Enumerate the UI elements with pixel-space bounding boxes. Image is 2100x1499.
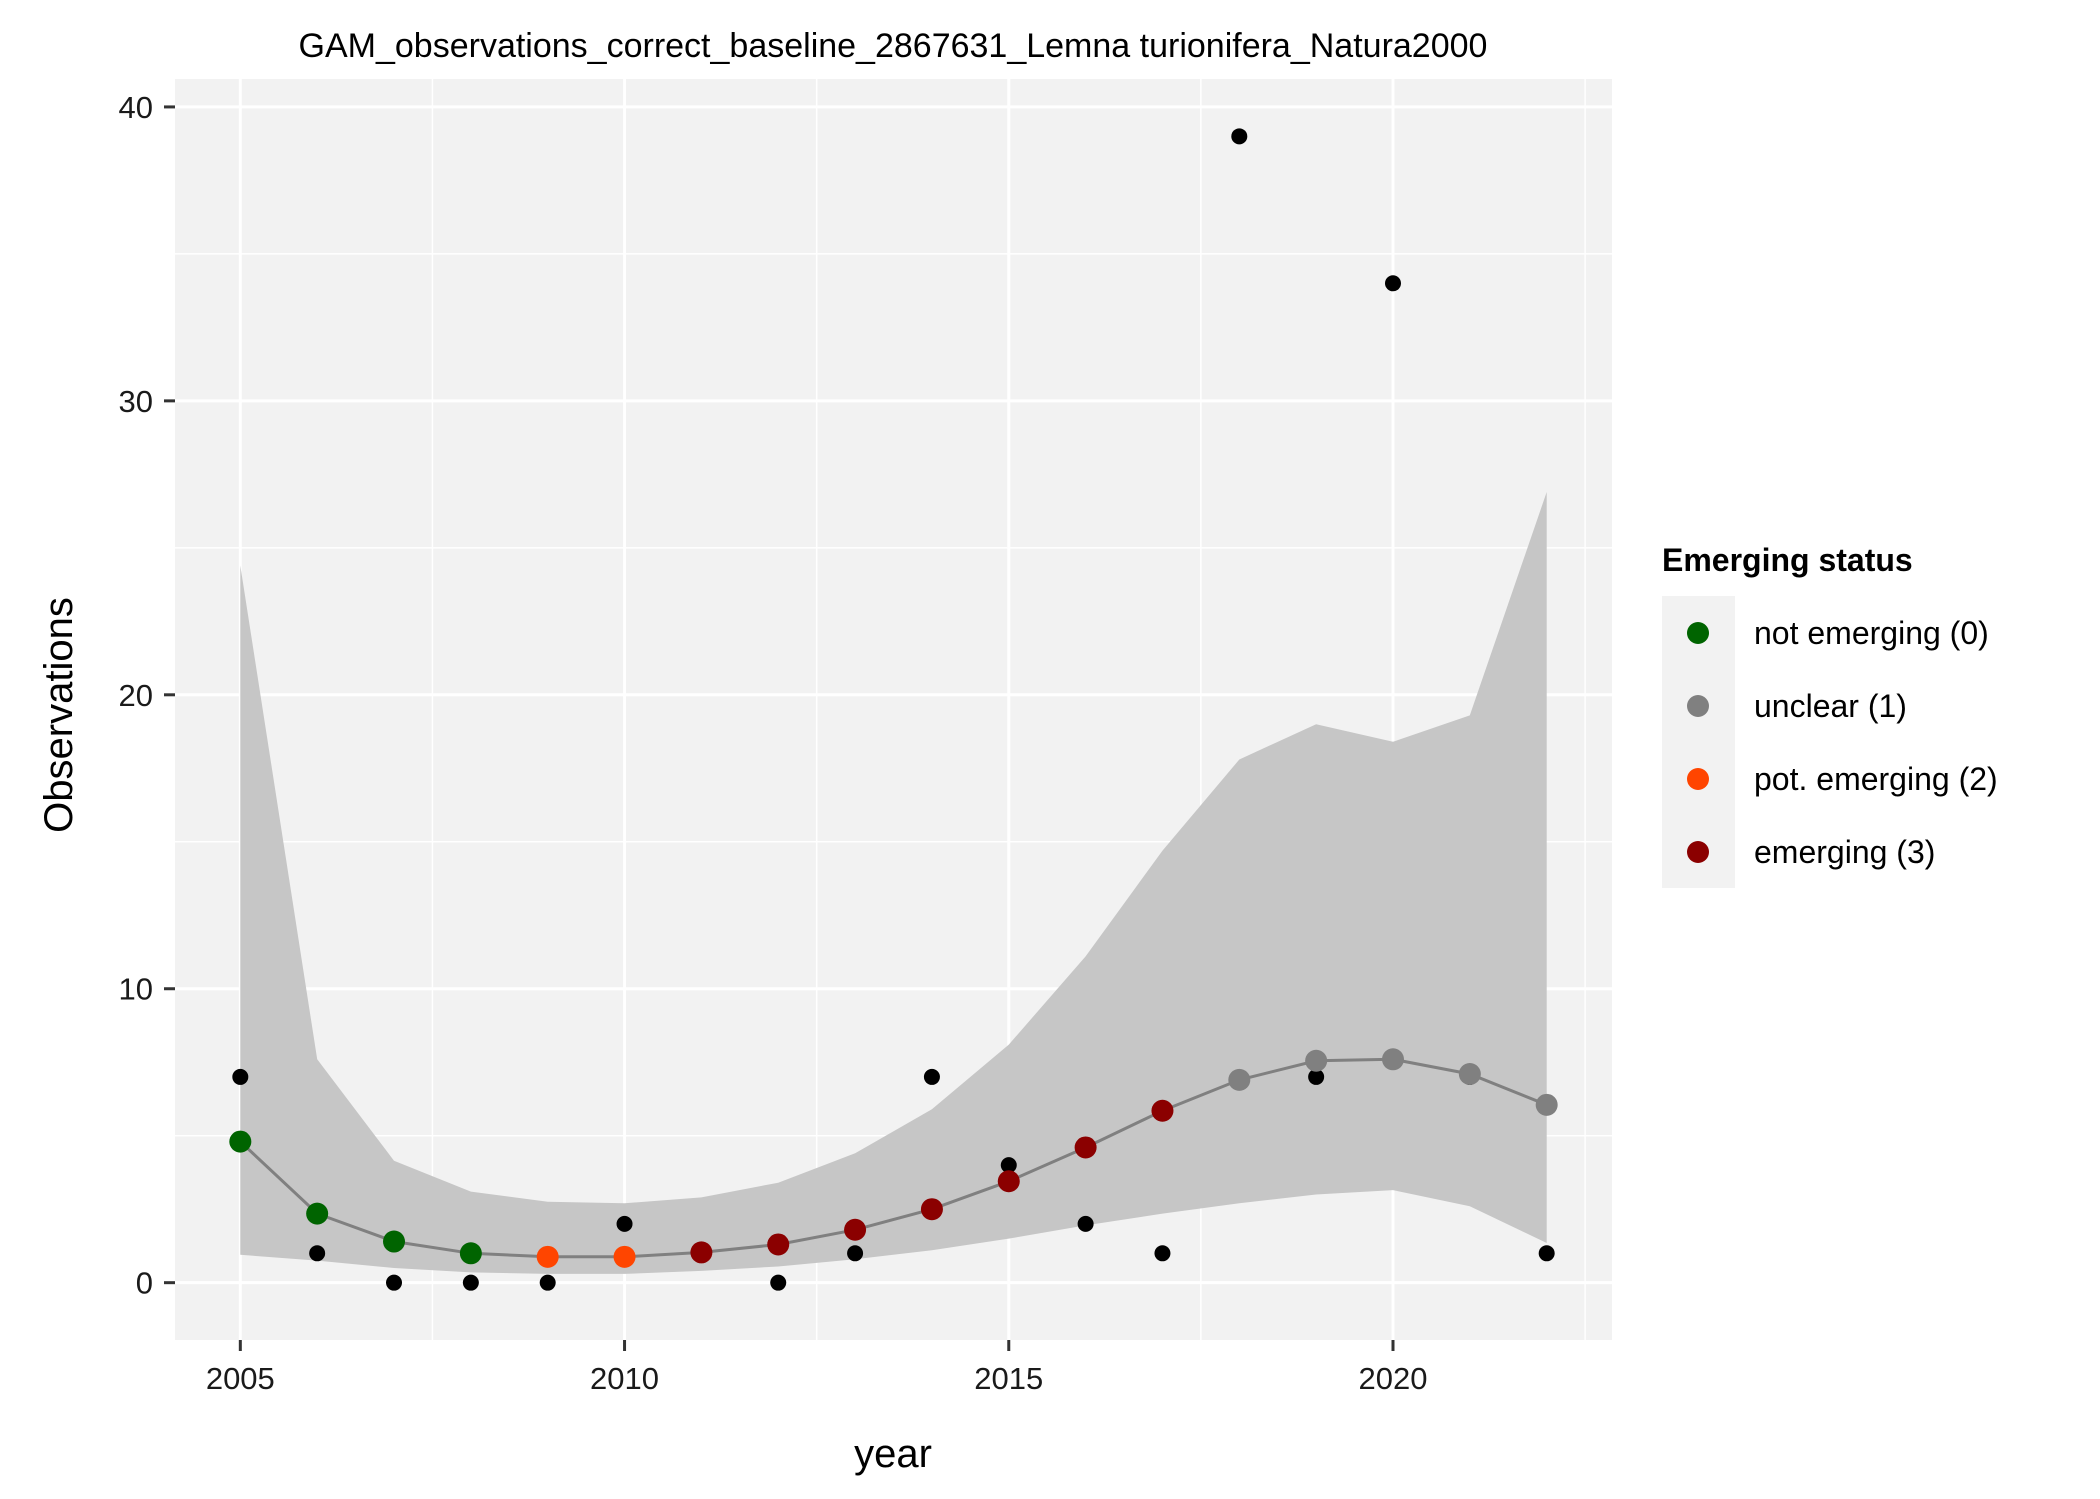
observation-point [770,1274,787,1291]
observation-point [1231,128,1248,145]
confidence-band [240,492,1547,1274]
legend-label: not emerging (0) [1754,615,1989,651]
legend: Emerging status not emerging (0) unclear … [1662,542,1998,888]
legend-label: pot. emerging (2) [1754,761,1998,797]
fit-point [920,1198,943,1221]
x-tick-label: 2005 [206,1361,275,1396]
x-tick-label: 2010 [590,1361,659,1396]
x-axis-title: year [854,1432,932,1476]
fit-point [1305,1049,1328,1072]
fit-point [997,1170,1020,1193]
legend-items: not emerging (0) unclear (1) pot. emerging… [1687,615,1998,870]
legend-key [1687,695,1709,717]
observation-point [616,1215,633,1232]
y-tick-label: 20 [119,678,153,713]
observation-point [462,1274,479,1291]
chart-title: GAM_observations_correct_baseline_286763… [299,27,1488,65]
legend-key [1687,622,1709,644]
observation-point [1308,1068,1325,1085]
fit-point [1381,1048,1404,1071]
observation-point [1154,1245,1171,1262]
observation-points [232,128,1555,1291]
fit-points [229,1048,1558,1268]
fit-point [1228,1068,1251,1091]
grid-minor [175,79,1612,1340]
y-tick-label: 10 [119,972,153,1007]
fit-point [1535,1093,1558,1116]
y-axis-title: Observations [37,597,81,833]
observation-point [1538,1245,1555,1262]
fit-point [229,1130,252,1153]
observation-point [923,1068,940,1085]
fit-point [1151,1099,1174,1122]
fit-point [1458,1062,1481,1085]
y-tick-label: 30 [119,384,153,419]
fit-point [690,1241,713,1264]
fit-point [536,1245,559,1268]
observation-point [539,1274,556,1291]
observation-point [1000,1157,1017,1174]
legend-label: unclear (1) [1754,688,1907,724]
observation-point [1384,275,1401,292]
fit-point [767,1233,790,1256]
fit-line [239,1057,1548,1259]
legend-key [1687,768,1709,790]
x-tick-label: 2015 [974,1361,1043,1396]
legend-title: Emerging status [1662,542,1913,578]
legend-key [1687,841,1709,863]
legend-label: emerging (3) [1754,834,1935,870]
y-tick-label: 40 [119,90,153,125]
observation-point [1077,1215,1094,1232]
observation-point [847,1245,864,1262]
fit-point [306,1202,329,1225]
observation-point [386,1274,403,1291]
x-axis: 2005 2010 2015 2020 [206,1340,1428,1396]
fit-point [459,1242,482,1265]
y-axis: 0 10 20 30 40 [119,90,175,1301]
y-tick-label: 0 [136,1266,153,1301]
x-tick-label: 2020 [1359,1361,1428,1396]
fit-point [613,1245,636,1268]
observation-point [232,1068,249,1085]
fit-point [1074,1136,1097,1159]
observation-point [309,1245,326,1262]
legend-key-background [1662,596,1735,888]
fit-point [844,1218,867,1241]
fit-point [383,1230,406,1253]
